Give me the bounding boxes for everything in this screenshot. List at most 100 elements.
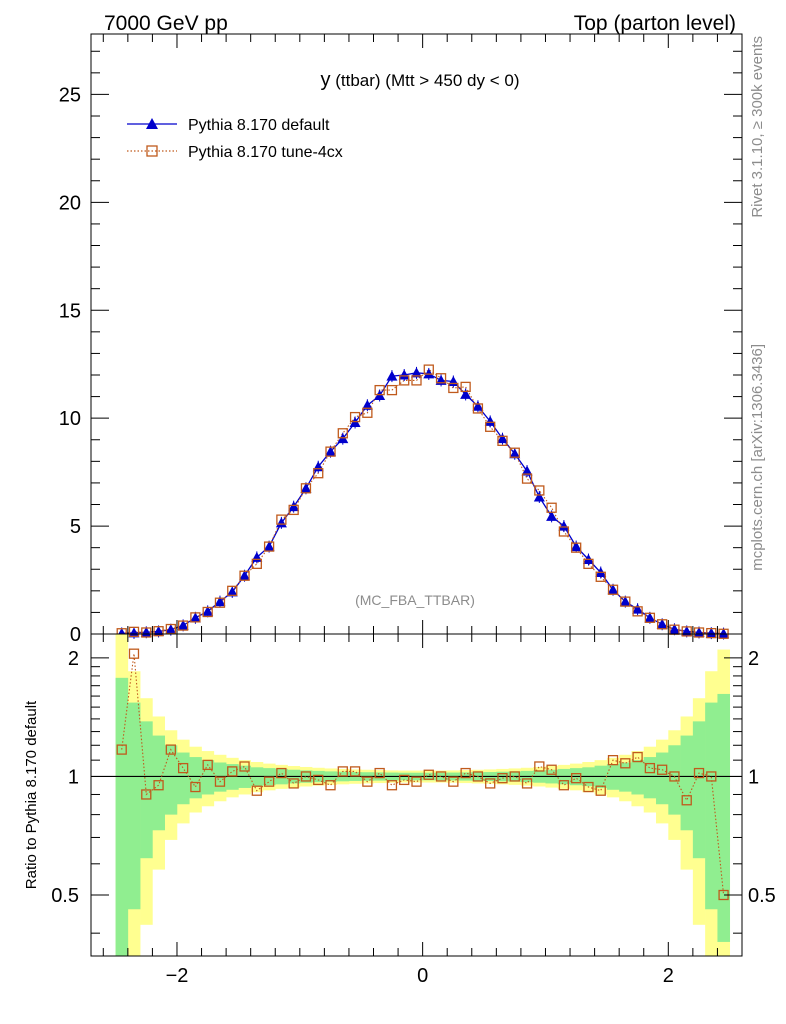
ratio-point: [583, 781, 594, 793]
ratio-point: [349, 766, 361, 777]
ratio-point: [362, 776, 373, 787]
tune-point: [362, 407, 373, 418]
ratio-point: [706, 771, 717, 782]
header-right: Top (parton level): [574, 12, 736, 35]
main-ytick-label: 20: [59, 192, 81, 214]
default-point: [619, 596, 631, 607]
tune-point: [460, 381, 471, 393]
ratio-ytick-label-right: 0.5: [748, 885, 776, 907]
tune-point: [644, 612, 656, 623]
ratio-point: [693, 767, 705, 779]
ratio-point: [607, 755, 619, 766]
header-left: 7000 GeV pp: [104, 12, 228, 35]
tune-point: [288, 504, 299, 516]
ratio-point: [251, 785, 262, 796]
tune-point: [349, 411, 361, 423]
ratio-xtick-label: 0: [417, 965, 428, 987]
main-ytick-label: 0: [70, 624, 81, 646]
main-title: y (ttbar) (Mtt > 450 dy < 0): [321, 69, 520, 91]
ratio-ytick-label: 0.5: [51, 885, 79, 907]
ratio-point: [276, 767, 287, 779]
band-inner: [680, 735, 694, 831]
ratio-point: [239, 761, 250, 772]
ratio-point: [435, 771, 447, 782]
ratio-ylabel: Ratio to Pythia 8.170 default: [23, 700, 40, 889]
default-point: [632, 603, 644, 614]
default-point: [509, 448, 521, 459]
ratio-data-layer: [91, 634, 742, 956]
default-point: [275, 517, 287, 528]
tune-point: [263, 541, 275, 552]
default-point: [361, 399, 373, 410]
tune-point: [558, 526, 570, 537]
default-point: [656, 618, 668, 629]
ratio-point: [300, 771, 312, 782]
tune-point: [374, 384, 385, 396]
ratio-point: [313, 774, 324, 786]
tune-point: [153, 626, 164, 637]
ratio-xtick-label: 2: [663, 965, 674, 987]
ratio-point: [374, 767, 385, 779]
ratio-point: [263, 776, 275, 787]
tune-point: [583, 558, 594, 570]
band-inner: [127, 702, 141, 910]
default-point: [128, 627, 140, 638]
ratio-point: [595, 785, 606, 796]
tune-point: [276, 514, 287, 525]
tune-point: [448, 382, 459, 394]
band-inner: [717, 693, 731, 942]
ratio-point: [153, 780, 164, 791]
band-inner: [619, 762, 632, 792]
ratio-point: [632, 751, 643, 763]
ratio-point: [534, 761, 545, 772]
tune-point: [202, 606, 213, 618]
default-point: [226, 586, 238, 597]
main-title-text: y (ttbar) (Mtt > 450 dy < 0): [321, 69, 520, 91]
ratio-panel: 0.5 0.5 1 1 2 2 −2 0 2 Ratio to Pythia 8.170 def…: [23, 633, 776, 987]
tune-point: [337, 428, 348, 439]
ratio-point: [325, 780, 336, 791]
default-point: [153, 625, 165, 636]
default-point: [718, 628, 730, 639]
band-inner: [643, 757, 657, 799]
ratio-point: [202, 759, 213, 771]
main-ytick-label: 15: [59, 300, 81, 322]
ratio-point: [485, 778, 496, 789]
main-ytick-label: 10: [59, 408, 81, 430]
band-inner: [164, 745, 178, 815]
ratio-point: [472, 771, 484, 782]
ratio-point: [509, 771, 520, 782]
ratio-point: [423, 769, 434, 780]
main-ytick-label: 25: [59, 84, 81, 106]
tune-point: [607, 584, 619, 595]
default-point: [558, 520, 570, 531]
default-point: [288, 501, 300, 512]
rivet-label: Rivet 3.1.10, ≥ 300k events: [749, 36, 766, 218]
default-point: [668, 623, 680, 634]
tune-point: [313, 468, 324, 479]
ratio-point: [337, 766, 348, 777]
ratio-axes: 0.5 0.5 1 1 2 2 −2 0 2: [51, 634, 776, 987]
tune-point: [546, 502, 557, 513]
tune-point: [657, 619, 668, 630]
tune-point: [497, 435, 508, 446]
watermark: (MC_FBA_TTBAR): [355, 592, 475, 608]
tune-point: [214, 597, 226, 608]
main-data-layer: [116, 364, 730, 640]
legend: Pythia 8.170 default Pythia 8.170 tune-4…: [127, 117, 343, 161]
default-point: [398, 369, 410, 380]
tune-point: [251, 558, 262, 570]
tune-point: [693, 627, 705, 638]
tune-point: [521, 473, 533, 484]
default-point: [472, 400, 484, 411]
default-point: [300, 482, 312, 493]
title-symbol: y: [321, 69, 331, 91]
ratio-ytick-label-right: 2: [748, 648, 759, 670]
legend-entry-default: Pythia 8.170 default: [127, 117, 330, 134]
default-point: [423, 368, 435, 379]
default-point: [263, 541, 275, 552]
legend-marker-tune: [146, 145, 158, 157]
ratio-frame: [90, 633, 743, 957]
